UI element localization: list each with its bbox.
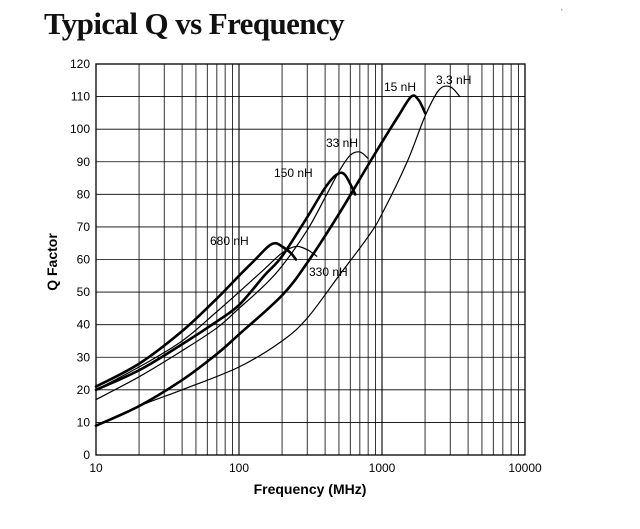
x-tick-label: 1000	[369, 461, 396, 475]
series-label-680-nh: 680 nH	[210, 234, 249, 248]
y-tick-label: 0	[83, 448, 90, 462]
y-tick-label: 80	[77, 187, 91, 201]
x-tick-label: 10	[89, 461, 103, 475]
data-lines	[94, 85, 461, 427]
series-line-680-nh	[94, 241, 298, 388]
y-axis-label: Q Factor	[44, 233, 60, 291]
series-label-33-nh: 33 nH	[326, 136, 358, 150]
y-tick-label: 120	[70, 57, 90, 71]
series-label-15-nh: 15 nH	[384, 80, 416, 94]
series-label-330-nh: 330 nH	[309, 265, 348, 279]
y-tick-label: 100	[70, 122, 90, 136]
series-line-3-3-nh	[95, 85, 461, 427]
y-tick-label: 30	[77, 350, 91, 364]
y-tick-label: 20	[77, 383, 91, 397]
x-tick-label: 100	[229, 461, 249, 475]
plot-frame	[95, 63, 526, 456]
series-line-330-nh	[95, 245, 318, 391]
series-label-150-nh: 150 nH	[274, 166, 313, 180]
y-tick-label: 60	[77, 253, 91, 267]
series-labels: 680 nH 330 nH 150 nH 33 nH 15 nH 3.3 nH	[210, 73, 471, 279]
x-axis-label: Frequency (MHz)	[254, 481, 367, 497]
x-tick-label: 10000	[508, 461, 542, 475]
y-tick-label: 70	[77, 220, 91, 234]
y-tick-label: 50	[77, 285, 91, 299]
y-tick-label: 40	[77, 318, 91, 332]
y-tick-label: 10	[77, 415, 91, 429]
series-label-3-3-nh: 3.3 nH	[436, 73, 471, 87]
series-line-15-nh	[94, 94, 427, 427]
stray-mark: ˈ	[560, 8, 564, 20]
series-line-33-nh	[95, 151, 369, 401]
y-tick-label: 90	[77, 155, 91, 169]
y-tick-label: 110	[71, 90, 90, 104]
grid	[96, 64, 525, 455]
chart-title: Typical Q vs Frequency	[44, 6, 345, 41]
